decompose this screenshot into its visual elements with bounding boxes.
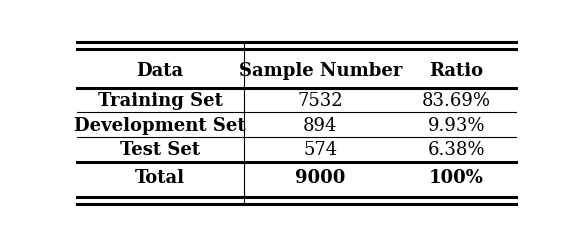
Text: 574: 574: [303, 141, 338, 158]
Text: 894: 894: [303, 116, 338, 134]
Text: Data: Data: [136, 62, 184, 80]
Text: Training Set: Training Set: [98, 92, 223, 110]
Text: Ratio: Ratio: [429, 62, 484, 80]
Text: 6.38%: 6.38%: [428, 141, 485, 158]
Text: 100%: 100%: [429, 169, 484, 187]
Text: 7532: 7532: [298, 92, 343, 110]
Text: 9.93%: 9.93%: [428, 116, 485, 134]
Text: Total: Total: [135, 169, 185, 187]
Text: 83.69%: 83.69%: [422, 92, 491, 110]
Text: Development Set: Development Set: [75, 116, 246, 134]
Text: Test Set: Test Set: [120, 141, 200, 158]
Text: Sample Number: Sample Number: [239, 62, 402, 80]
Text: 9000: 9000: [295, 169, 346, 187]
